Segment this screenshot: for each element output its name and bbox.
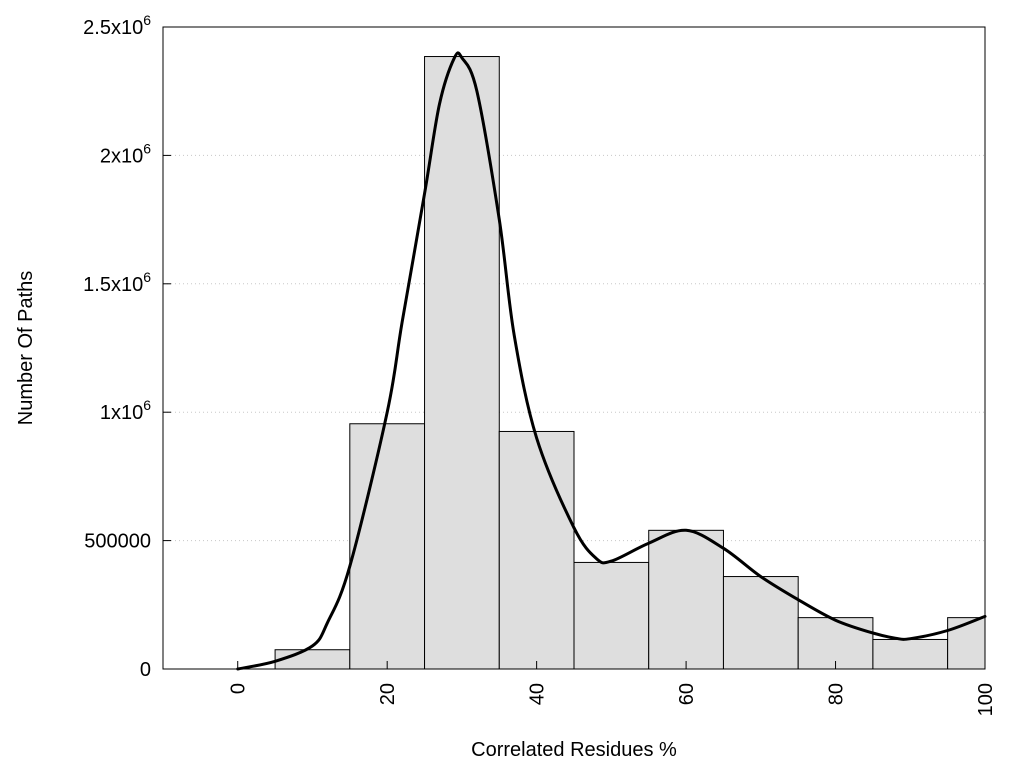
histogram-bar-3 xyxy=(498,430,575,670)
y-axis-title: Number Of Paths xyxy=(15,271,37,426)
density-curve xyxy=(236,51,987,671)
y-tick-label: 0 xyxy=(140,659,151,681)
x-tick-label: 80 xyxy=(826,683,848,705)
y-tick-label: 2.5x106 xyxy=(83,12,151,39)
histogram-bars xyxy=(274,56,986,670)
histogram-bar-0 xyxy=(274,649,351,670)
x-tick-label: 0 xyxy=(228,683,250,694)
x-tick-label: 100 xyxy=(975,683,997,716)
y-tick-label: 500000 xyxy=(84,531,151,553)
histogram-bar-5 xyxy=(648,529,724,670)
histogram-bar-4 xyxy=(573,561,650,670)
histogram-bar-1 xyxy=(349,423,426,670)
histogram-bar-6 xyxy=(722,576,799,670)
x-tick-label: 20 xyxy=(377,683,399,705)
y-axis-ticks: 0 500000 1x106 1.5x106 2x106 2.5x106 xyxy=(83,12,171,681)
histogram-bar-8 xyxy=(872,638,949,670)
y-tick-label: 1.5x106 xyxy=(83,269,151,296)
x-tick-label: 60 xyxy=(676,683,698,705)
x-tick-label: 40 xyxy=(527,683,549,705)
density-curve-layer xyxy=(236,51,987,671)
x-axis-ticks: 0 20 40 60 80 100 xyxy=(228,661,997,716)
x-axis-title: Correlated Residues % xyxy=(471,739,677,761)
y-tick-label: 2x106 xyxy=(100,140,151,167)
gridlines xyxy=(163,154,985,542)
y-tick-label: 1x106 xyxy=(100,397,151,424)
histogram-bar-9 xyxy=(947,617,986,670)
plot-frame xyxy=(162,26,986,670)
histogram-bar-2 xyxy=(424,56,500,670)
